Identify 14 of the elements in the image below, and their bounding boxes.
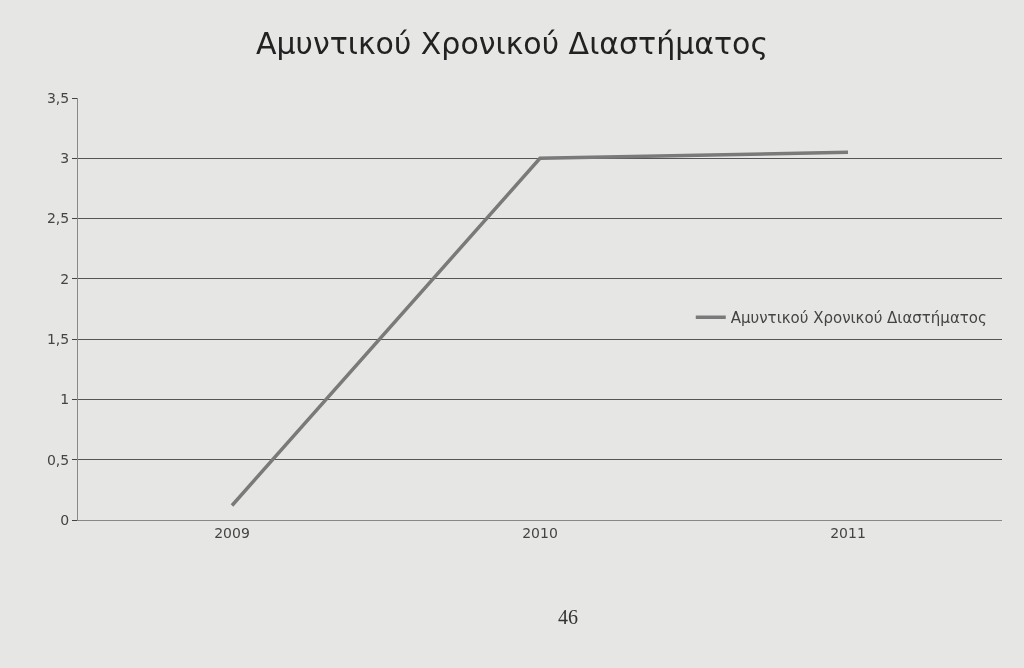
y-tick-label: 0 <box>60 511 70 528</box>
x-tick-label: 2010 <box>522 524 558 541</box>
x-tick-label: 2009 <box>214 524 250 541</box>
chart-title: Αμυντικού Χρονικού Διαστήματος <box>255 26 769 62</box>
y-tick-label: 2,5 <box>46 210 70 227</box>
y-tick-label: 1,5 <box>46 331 70 348</box>
y-tick-label: 3,5 <box>46 89 70 106</box>
text: 46 <box>558 606 578 628</box>
y-tick-label: 2 <box>60 270 70 287</box>
legend-label: Αμυντικού Χρονικού Διαστήματος <box>730 309 987 328</box>
y-tick-label: 3 <box>60 150 70 167</box>
y-tick-label: 1 <box>60 391 70 408</box>
x-tick-label: 2011 <box>830 524 866 541</box>
y-tick-label: 0,5 <box>46 451 70 468</box>
